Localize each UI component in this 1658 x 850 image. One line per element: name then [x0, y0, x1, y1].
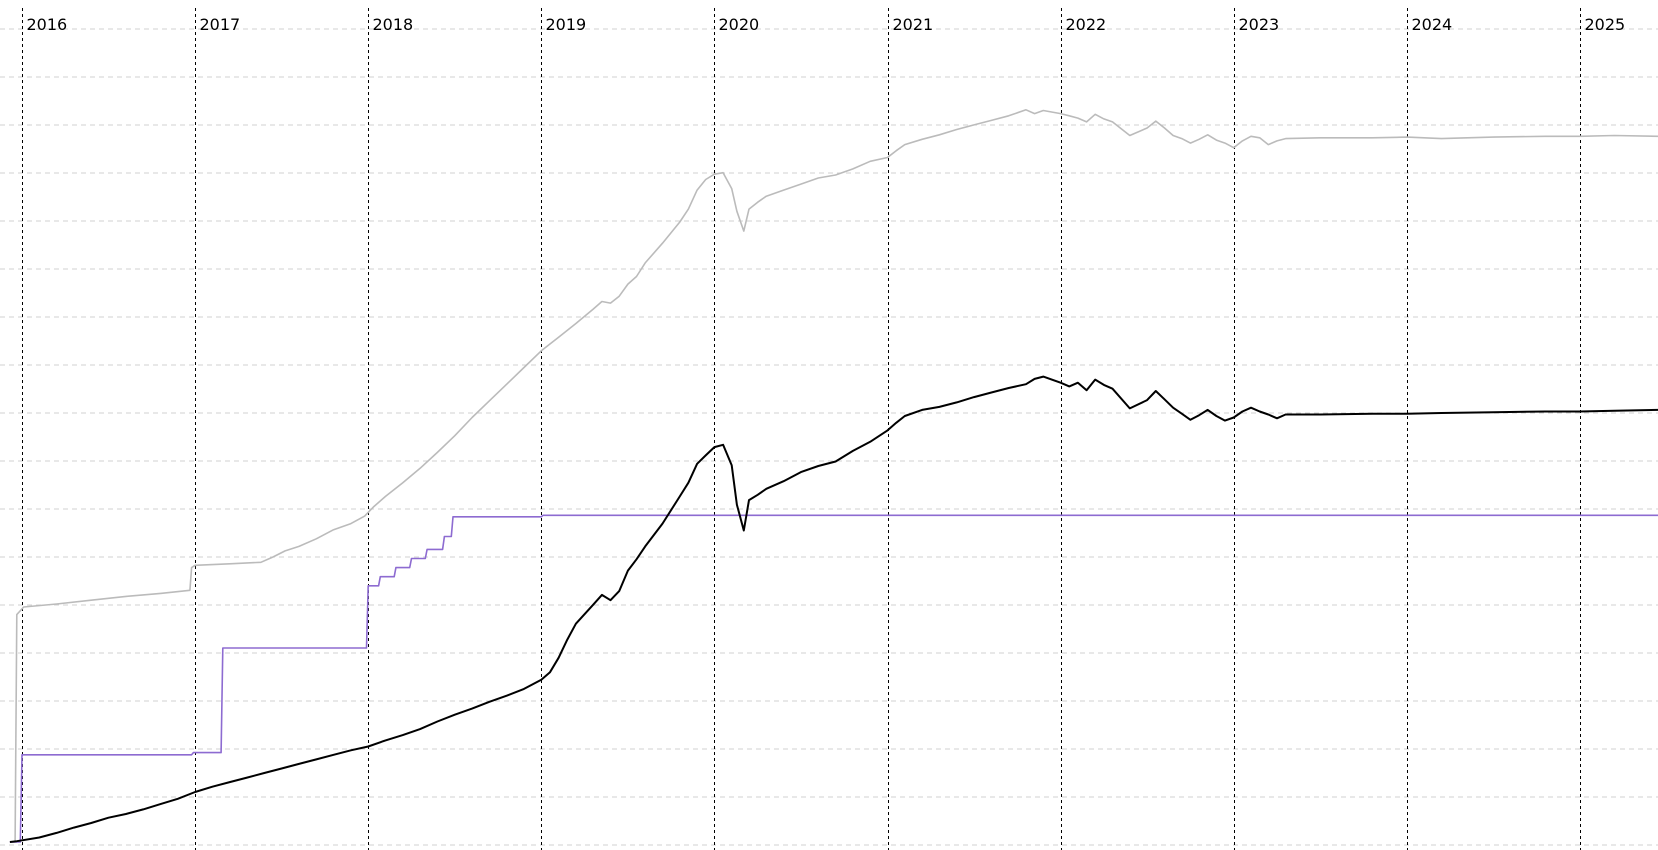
x-tick-label-2017: 2017 [200, 15, 241, 34]
series-line-2 [9, 514, 1658, 843]
x-tick-label-2025: 2025 [1585, 15, 1626, 34]
vertical-gridlines [22, 8, 1581, 850]
horizontal-gridlines [0, 28, 1658, 846]
year-tick-labels: 2016 2017 2018 2019 2020 2021 2022 2023 2024 2025 [27, 15, 1626, 34]
x-tick-label-2018: 2018 [373, 15, 414, 34]
series-lines [9, 109, 1658, 843]
x-tick-label-2016: 2016 [27, 15, 68, 34]
x-tick-label-2020: 2020 [719, 15, 760, 34]
x-tick-label-2022: 2022 [1066, 15, 1107, 34]
series-line-3 [9, 375, 1658, 843]
x-tick-label-2023: 2023 [1239, 15, 1280, 34]
x-tick-label-2019: 2019 [546, 15, 587, 34]
x-tick-label-2024: 2024 [1412, 15, 1453, 34]
x-tick-label-2021: 2021 [893, 15, 934, 34]
series-line-1 [9, 109, 1658, 843]
